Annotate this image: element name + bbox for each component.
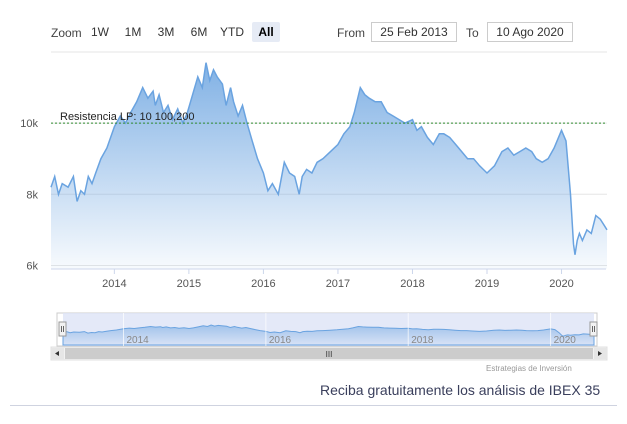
chart-credits[interactable]: Estrategias de Inversión [486,364,572,373]
arrow-left-icon [55,351,59,356]
from-label: From [337,26,365,40]
from-date-input[interactable]: 25 Feb 2013 [371,22,457,42]
y-tick-label: 10k [20,118,38,130]
x-axis-labels: 2014 2015 2016 2017 2018 2019 2020 [102,269,574,290]
arrow-right-icon [598,351,602,356]
navigator[interactable]: 2014 2016 2018 2020 [56,312,598,347]
divider [10,405,617,406]
zoom-1w-button[interactable]: 1W [91,25,109,39]
navigator-label: 2014 [127,335,150,346]
x-tick-label: 2015 [177,278,201,290]
x-tick-label: 2016 [251,278,275,290]
navigator-series [62,324,595,346]
y-axis-labels: 10k 8k 6k [20,118,38,272]
scrollbar-thumb[interactable] [65,348,593,359]
y-tick-label: 6k [26,260,38,272]
x-tick-label: 2017 [326,278,350,290]
resistance-label: Resistencia LP: 10 100,200 [60,111,195,123]
navigator-labels: 2014 2016 2018 2020 [123,313,577,346]
zoom-label: Zoom [51,26,82,40]
price-line [50,62,608,255]
zoom-3m-button[interactable]: 3M [157,25,175,39]
x-tick-label: 2020 [549,278,573,290]
zoom-1m-button[interactable]: 1M [124,25,142,39]
navigator-right-handle[interactable] [589,321,598,337]
zoom-all-button[interactable]: All [252,22,280,42]
scrollbar[interactable]: III [50,346,608,361]
scrollbar-grip-icon: III [326,350,333,359]
x-tick-label: 2018 [400,278,424,290]
range-selector: Zoom 1W 1M 3M 6M YTD All From 25 Feb 201… [0,0,627,50]
navigator-left-handle[interactable] [58,321,67,337]
y-tick-label: 8k [26,189,38,201]
navigator-label: 2016 [269,335,292,346]
promo-text[interactable]: Reciba gratuitamente los análisis de IBE… [320,382,601,398]
x-tick-label: 2014 [102,278,126,290]
navigator-label: 2020 [554,335,577,346]
to-label: To [466,26,479,40]
zoom-ytd-button[interactable]: YTD [220,25,244,39]
navigator-label: 2018 [411,335,434,346]
x-tick-label: 2019 [475,278,499,290]
price-area [51,62,607,270]
to-date-input[interactable]: 10 Ago 2020 [487,22,573,42]
zoom-6m-button[interactable]: 6M [190,25,208,39]
